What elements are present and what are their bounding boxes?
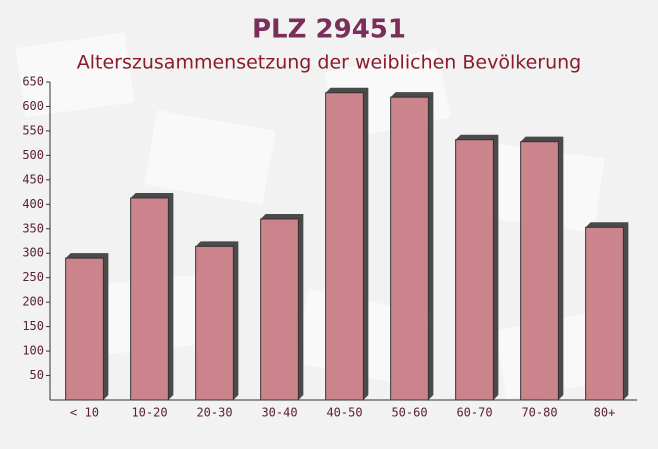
bar xyxy=(325,92,364,401)
y-tick-label: 400 xyxy=(22,197,44,211)
y-tick-label: 300 xyxy=(22,246,44,260)
x-tick-label: 40-50 xyxy=(326,406,362,420)
y-tick-label: 250 xyxy=(22,270,44,284)
bar-shadow xyxy=(585,222,629,400)
x-tick-label: 30-40 xyxy=(261,406,297,420)
bar-shadow xyxy=(455,134,499,400)
y-tick-label: 500 xyxy=(22,148,44,162)
x-tick-label: < 10 xyxy=(70,406,99,420)
x-tick-label: 10-20 xyxy=(131,406,167,420)
x-tick-label: 70-80 xyxy=(521,406,557,420)
bar-shadow xyxy=(260,213,304,400)
bar-shadow xyxy=(390,92,434,401)
bar xyxy=(390,96,429,401)
bar-shadow xyxy=(195,241,239,400)
bar xyxy=(195,245,234,401)
chart-title: PLZ 29451 xyxy=(252,15,406,45)
bar xyxy=(520,141,559,401)
y-tick-label: 50 xyxy=(30,368,44,382)
bar-shadow xyxy=(65,253,109,400)
y-tick-label: 650 xyxy=(22,75,44,89)
bar xyxy=(455,139,494,401)
bar-shadow xyxy=(520,136,564,400)
y-tick-label: 200 xyxy=(22,295,44,309)
y-tick-label: 150 xyxy=(22,319,44,333)
bar xyxy=(130,197,169,401)
y-tick-label: 350 xyxy=(22,221,44,235)
x-tick-label: 60-70 xyxy=(456,406,492,420)
chart-subtitle: Alterszusammensetzung der weiblichen Bev… xyxy=(77,52,581,74)
x-tick-label: 80+ xyxy=(594,406,616,420)
bar xyxy=(585,226,624,401)
x-tick-label: 20-30 xyxy=(196,406,232,420)
bar xyxy=(260,218,299,401)
bar xyxy=(65,257,104,401)
y-tick-label: 600 xyxy=(22,99,44,113)
bar-shadow xyxy=(325,87,369,401)
y-tick-label: 550 xyxy=(22,123,44,137)
y-tick-label: 100 xyxy=(22,344,44,358)
bar-shadow xyxy=(130,192,174,400)
x-tick-label: 50-60 xyxy=(391,406,427,420)
y-tick-label: 450 xyxy=(22,172,44,186)
